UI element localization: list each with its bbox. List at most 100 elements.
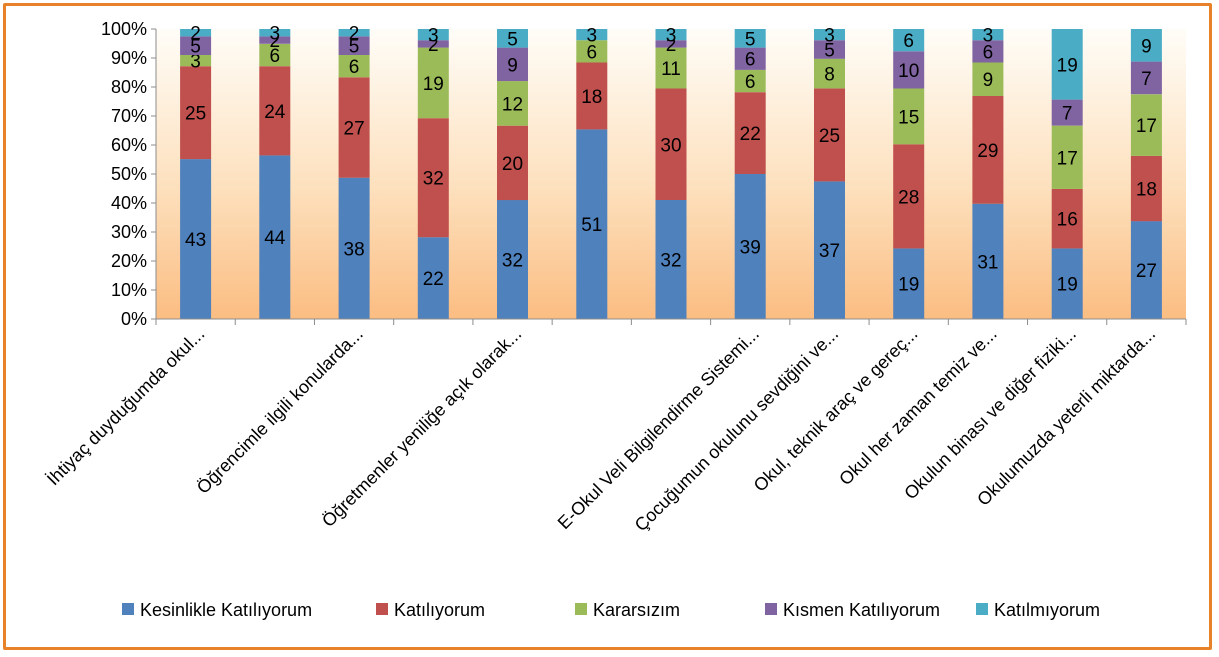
y-tick-label: 90%: [111, 48, 147, 68]
bar-segment: [417, 237, 449, 319]
bar-segment: [655, 88, 687, 200]
legend-swatch: [122, 603, 134, 615]
data-label: 51: [581, 215, 602, 236]
legend-label: Kısmen Katılıyorum: [783, 600, 940, 620]
bars-layer: 4325352442462338276522232192332201295511…: [180, 24, 1162, 319]
y-tick-label: 40%: [111, 193, 147, 213]
data-label: 6: [745, 50, 756, 71]
y-tick-label: 30%: [111, 222, 147, 242]
data-label: 27: [344, 119, 365, 140]
data-label: 12: [502, 94, 523, 115]
data-label: 2: [428, 35, 439, 56]
legend: Kesinlikle Katılıyorum Katılıyorum Kararsı…: [122, 600, 1100, 620]
data-label: 2: [349, 24, 360, 45]
bar-segment: [338, 77, 370, 178]
data-label: 19: [423, 74, 444, 95]
data-label: 32: [660, 251, 681, 272]
data-label: 5: [190, 37, 201, 58]
bar-segment: [1130, 155, 1162, 222]
bar-segment: [259, 29, 291, 37]
y-tick-label: 100%: [101, 19, 147, 39]
data-label: 9: [1141, 36, 1152, 57]
bar-segment: [734, 174, 766, 319]
bar-segment: [893, 51, 925, 89]
data-label: 3: [270, 24, 281, 45]
bar-segment: [893, 88, 925, 145]
bar-segment: [576, 40, 608, 63]
data-label: 6: [983, 42, 994, 63]
x-category-label: İhtiyaç duyduğumda okul...: [43, 324, 209, 490]
y-tick-label: 80%: [111, 77, 147, 97]
data-label: 32: [502, 251, 523, 272]
data-label: 38: [344, 239, 365, 260]
bar-segment: [655, 29, 687, 41]
data-label: 16: [1057, 210, 1078, 231]
legend-swatch: [976, 603, 988, 615]
data-label: 22: [740, 124, 761, 145]
stacked-bar-chart: 4325352442462338276522232192332201295511…: [43, 19, 1187, 620]
data-label: 8: [824, 65, 835, 86]
data-label: 27: [1136, 261, 1157, 282]
bar-segment: [259, 43, 291, 67]
data-label: 20: [502, 154, 523, 175]
data-label: 5: [745, 29, 756, 50]
data-label: 43: [185, 230, 206, 251]
bar-segment: [972, 29, 1004, 41]
bar-segment: [576, 29, 608, 41]
legend-label: Katılıyorum: [394, 600, 485, 620]
data-label: 9: [507, 55, 518, 76]
bar-segment: [338, 177, 370, 319]
bar-segment: [497, 47, 528, 82]
chart-frame: 43 25 3 5 2 44 24 6 2 3 38 27 6 5 2 22 32 19 2 3 32 20 12 9 5 51 1…: [3, 3, 1212, 650]
data-label: 10: [898, 61, 919, 82]
data-label: 2: [190, 24, 201, 45]
bar-segment: [972, 62, 1004, 96]
data-label: 29: [977, 141, 998, 162]
bar-segment: [734, 92, 766, 174]
y-tick-label: 10%: [111, 280, 147, 300]
data-label: 19: [898, 275, 919, 296]
bar-segment: [338, 29, 370, 37]
bar-segment: [417, 47, 449, 119]
legend-label: Katılmıyorum: [994, 600, 1100, 620]
bar-segment: [814, 58, 845, 89]
bar-segment: [180, 66, 212, 160]
data-label: 5: [349, 37, 360, 58]
data-label: 3: [587, 26, 598, 47]
y-tick-label: 50%: [111, 164, 147, 184]
x-category-label: Okul, teknik araç ve gereç...: [750, 324, 922, 496]
bar-segment: [893, 29, 925, 52]
bar-segment: [734, 69, 766, 93]
data-label: 19: [1057, 55, 1078, 76]
legend-swatch: [575, 603, 587, 615]
bar-segment: [655, 200, 687, 319]
data-label: 28: [898, 187, 919, 208]
bar-segment: [814, 181, 845, 319]
bar-segment: [972, 40, 1004, 63]
bar-segment: [1051, 188, 1083, 249]
data-label: 6: [745, 72, 756, 93]
bar-segment: [180, 55, 212, 67]
data-label: 25: [819, 126, 840, 147]
data-label: 9: [983, 70, 994, 91]
legend-swatch: [765, 603, 777, 615]
data-label: 24: [264, 102, 286, 123]
bar-segment: [1051, 248, 1083, 319]
data-label: 25: [185, 104, 206, 125]
legend-swatch: [376, 603, 388, 615]
data-label: 2: [270, 31, 281, 52]
y-tick-label: 70%: [111, 106, 147, 126]
bar-segment: [814, 88, 845, 182]
data-label: 3: [983, 26, 994, 47]
bar-segment: [497, 125, 528, 201]
bar-segment: [497, 81, 528, 126]
y-tick-label: 60%: [111, 135, 147, 155]
bar-segment: [417, 29, 449, 41]
bar-segment: [893, 144, 925, 249]
bar-segment: [1051, 99, 1083, 126]
bar-segment: [180, 36, 212, 55]
legend-label: Kesinlikle Katılıyorum: [140, 600, 312, 620]
bar-segment: [259, 36, 291, 44]
data-label: 3: [428, 26, 439, 47]
data-label: 6: [903, 31, 914, 52]
